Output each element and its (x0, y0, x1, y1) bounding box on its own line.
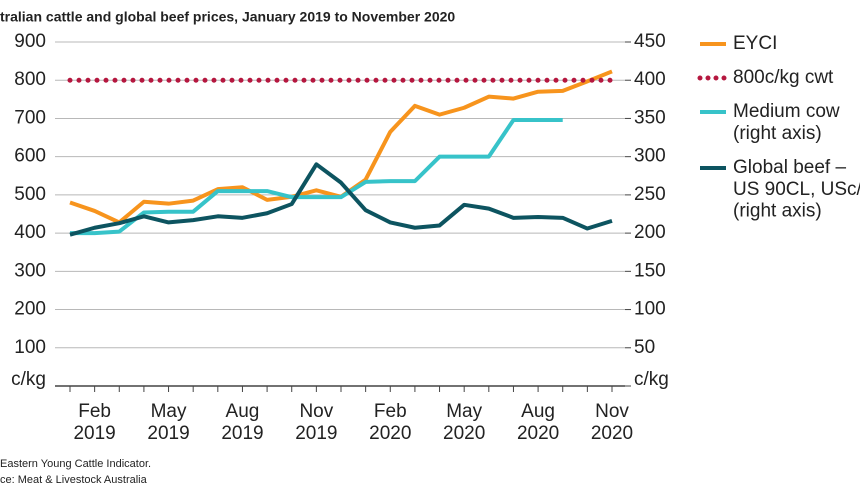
y2-tick-label: 100 (634, 299, 666, 320)
x-tick-label: Aug 2020 (517, 401, 559, 444)
y-tick-label: 600 (14, 146, 46, 167)
x-tick-label: Feb 2020 (369, 401, 411, 444)
legend-label: 800c/kg cwt (733, 67, 834, 88)
y-tick-label: 400 (14, 222, 46, 243)
y-tick-label: 200 (14, 299, 46, 320)
y2-tick-label: 250 (634, 184, 666, 205)
y-tick-label: 500 (14, 184, 46, 205)
y-tick-label: 700 (14, 107, 46, 128)
legend-label: Global beef – US 90CL, USc/(right axis) (733, 157, 860, 222)
y-tick-label: 900 (14, 31, 46, 52)
y2-tick-label: c/kg (634, 369, 669, 390)
y2-tick-label: 350 (634, 107, 666, 128)
y-tick-label: 100 (14, 337, 46, 358)
x-tick-label: Nov 2020 (591, 401, 633, 444)
legend-label: Medium cow (right axis) (733, 101, 840, 144)
y2-tick-label: 150 (634, 260, 666, 281)
x-tick-label: May 2019 (147, 401, 189, 444)
y2-tick-label: 400 (634, 69, 666, 90)
note: Eastern Young Cattle Indicator. (0, 458, 151, 470)
y2-tick-label: 200 (634, 222, 666, 243)
legend-label: EYCI (733, 33, 777, 54)
series-line (69, 162, 613, 237)
series-line (70, 117, 563, 236)
y-tick-label: 300 (14, 260, 46, 281)
x-tick-label: Aug 2019 (221, 401, 263, 444)
y-tick-label: 800 (14, 69, 46, 90)
series-line (69, 69, 613, 225)
y2-tick-label: 50 (634, 337, 655, 358)
x-tick-label: Feb 2019 (73, 401, 115, 444)
y-tick-label: c/kg (11, 369, 46, 390)
y2-tick-label: 450 (634, 31, 666, 52)
y2-tick-label: 300 (634, 146, 666, 167)
x-tick-label: May 2020 (443, 401, 485, 444)
x-tick-label: Nov 2019 (295, 401, 337, 444)
note: ce: Meat & Livestock Australia (0, 474, 148, 486)
chart-title: tralian cattle and global beef prices, J… (0, 9, 455, 25)
